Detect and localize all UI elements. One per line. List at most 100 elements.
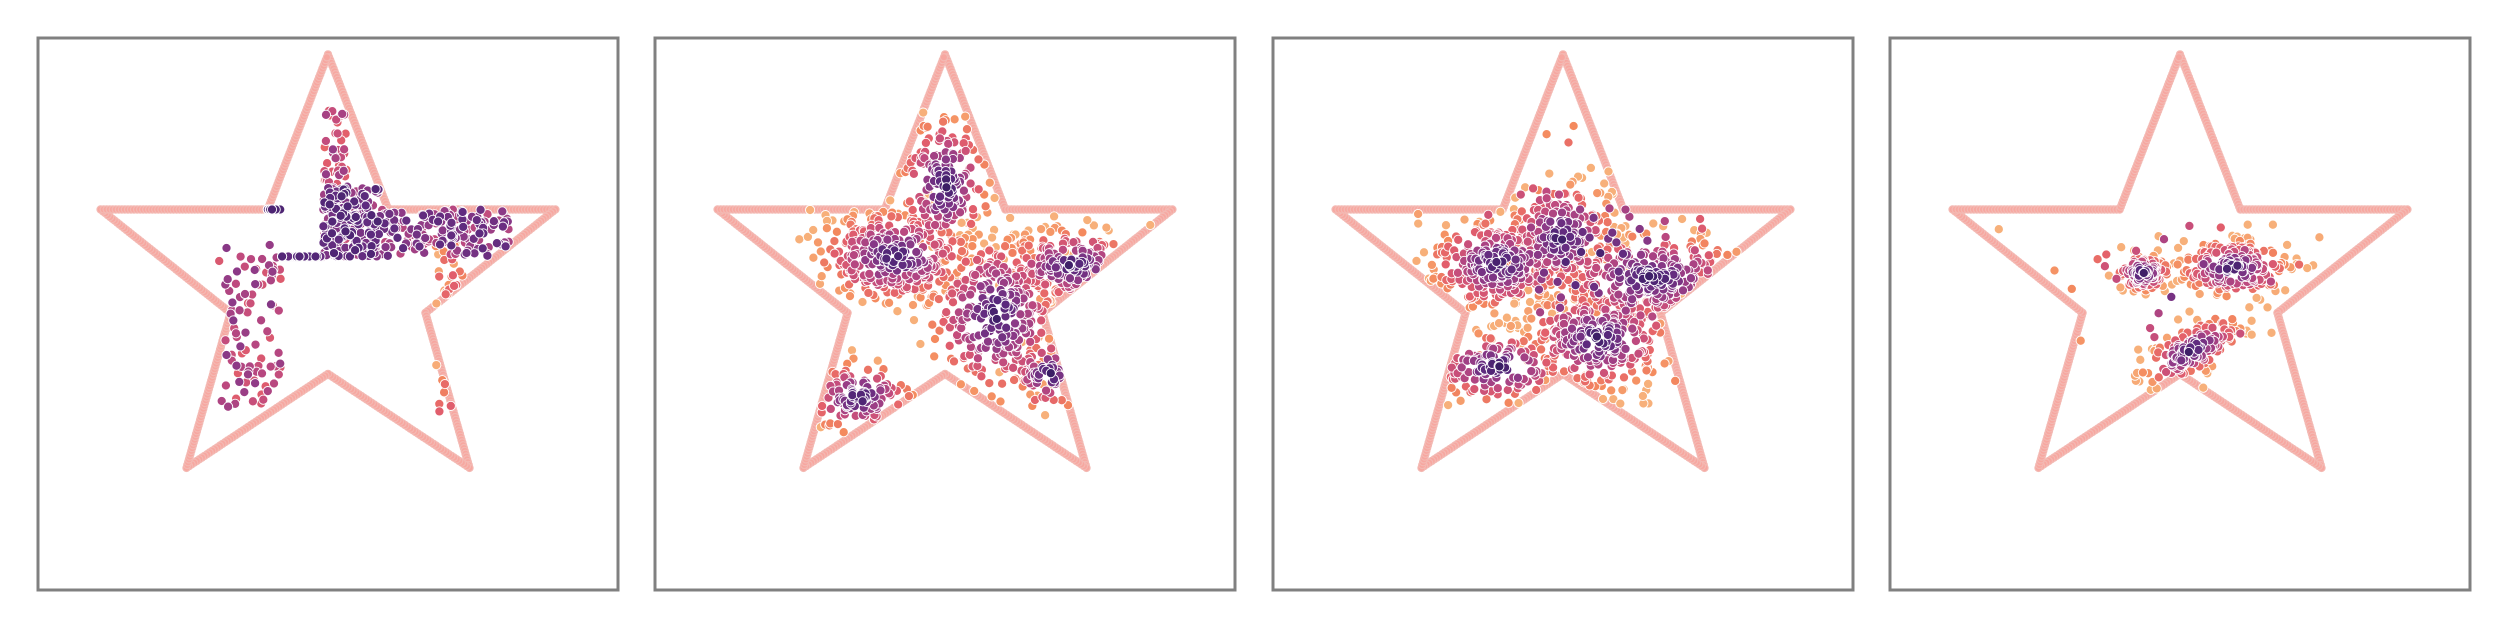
- sample-point: [997, 332, 1008, 343]
- sample-point: [1493, 318, 1505, 329]
- sample-point: [320, 169, 332, 180]
- sample-point: [265, 299, 277, 310]
- sample-point: [434, 406, 445, 417]
- sample-point: [277, 251, 288, 262]
- sample-point: [929, 333, 941, 345]
- sample-point: [961, 124, 973, 135]
- sample-point: [949, 114, 960, 125]
- sample-point: [825, 403, 836, 414]
- sample-point: [986, 391, 997, 402]
- sample-point: [920, 137, 931, 148]
- sample-point: [1641, 365, 1652, 376]
- sample-point: [1513, 397, 1524, 409]
- sample-point: [1426, 259, 1437, 270]
- sample-point: [370, 184, 381, 195]
- sample-point: [389, 223, 400, 234]
- sample-point: [989, 192, 1000, 204]
- sample-point: [318, 221, 329, 232]
- sample-point: [1702, 265, 1713, 276]
- sample-point: [967, 204, 979, 215]
- sample-point: [1469, 384, 1480, 395]
- sample-point: [918, 107, 929, 118]
- sample-point: [863, 287, 874, 298]
- sample-point: [1023, 240, 1034, 251]
- sample-point: [881, 253, 892, 264]
- sample-point: [1009, 318, 1021, 329]
- sample-point: [1522, 322, 1533, 333]
- sample-point: [948, 356, 960, 367]
- sample-point: [929, 239, 940, 250]
- sample-point: [1040, 410, 1051, 421]
- sample-point: [1637, 390, 1648, 402]
- sample-point: [973, 184, 984, 195]
- sample-point: [1526, 313, 1537, 324]
- sample-point: [220, 380, 231, 391]
- sample-point: [947, 288, 958, 299]
- sample-point: [1418, 247, 1430, 258]
- sample-point: [911, 246, 922, 258]
- sample-point: [1522, 236, 1533, 247]
- sample-point: [418, 210, 429, 221]
- sample-point: [336, 191, 347, 202]
- sample-point: [1489, 308, 1500, 319]
- sample-point: [1036, 315, 1047, 326]
- sample-point: [976, 371, 987, 382]
- sample-point: [332, 128, 343, 139]
- sample-point: [1413, 208, 1424, 220]
- sample-point: [847, 390, 858, 401]
- sample-point: [1627, 294, 1638, 305]
- sample-point: [1540, 327, 1551, 338]
- sample-point: [1541, 193, 1552, 204]
- sample-point: [1525, 222, 1537, 233]
- sample-point: [223, 401, 234, 412]
- sample-point: [1145, 219, 1156, 231]
- sample-point: [384, 208, 395, 219]
- sample-point: [857, 396, 868, 407]
- sample-point: [907, 299, 919, 311]
- sample-point: [984, 177, 995, 188]
- sample-point: [328, 248, 340, 259]
- sample-point: [1036, 224, 1047, 235]
- sample-point: [829, 236, 840, 247]
- sample-point: [1463, 239, 1474, 250]
- sample-point: [1597, 393, 1609, 405]
- sample-point: [1627, 231, 1638, 242]
- sample-point: [1045, 226, 1056, 237]
- sample-point: [239, 387, 250, 398]
- sample-point: [273, 347, 284, 358]
- sample-point: [844, 291, 856, 302]
- outline-point: [939, 53, 949, 62]
- sample-point: [995, 396, 1006, 407]
- sample-point: [265, 361, 276, 372]
- sample-point: [1009, 374, 1020, 386]
- sample-point: [1573, 192, 1584, 203]
- sample-point: [1515, 189, 1526, 200]
- sample-point: [929, 351, 940, 362]
- sample-point: [1505, 320, 1516, 332]
- sample-point: [326, 228, 338, 239]
- sample-point: [256, 315, 267, 326]
- sample-point: [1602, 217, 1613, 228]
- sample-point: [819, 257, 830, 268]
- sample-point: [240, 327, 251, 338]
- sample-point: [447, 270, 458, 281]
- sample-point: [972, 353, 983, 364]
- panel-1: [36, 36, 620, 592]
- sample-point: [1000, 241, 1011, 252]
- sample-point: [475, 204, 486, 215]
- sample-point: [262, 326, 273, 337]
- panel-frame: [36, 36, 620, 592]
- sample-point: [1651, 320, 1662, 331]
- sample-point: [1592, 188, 1603, 199]
- sample-point: [808, 252, 819, 263]
- sample-point: [221, 242, 232, 254]
- sample-point: [985, 284, 996, 295]
- sample-point: [1647, 251, 1659, 262]
- sample-point: [947, 297, 959, 308]
- sample-point: [335, 210, 346, 221]
- sample-point: [1630, 335, 1641, 347]
- sample-point: [1440, 259, 1451, 270]
- sample-point: [1503, 397, 1514, 408]
- sample-point: [1703, 250, 1714, 261]
- sample-point: [832, 419, 843, 430]
